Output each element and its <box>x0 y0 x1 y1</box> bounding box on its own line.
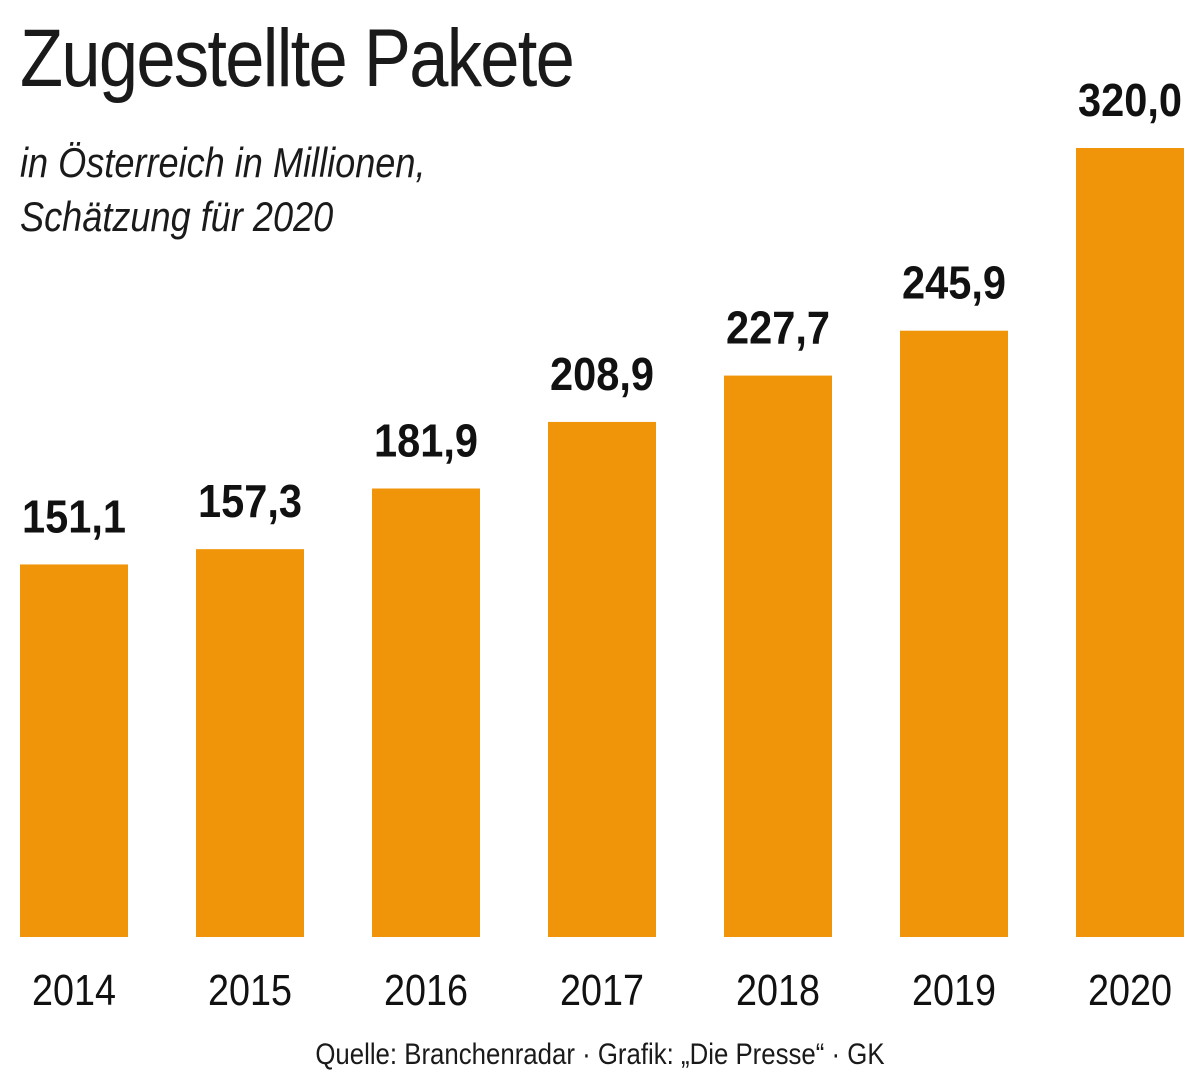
value-label-2020: 320,0 <box>1078 74 1182 126</box>
chart-title: Zugestellte Pakete <box>20 13 575 104</box>
bar-2016 <box>372 488 480 937</box>
bar-2017 <box>548 421 656 938</box>
value-label-2016: 181,9 <box>374 415 478 467</box>
bar-2014 <box>20 564 128 937</box>
bar-2020 <box>1076 148 1184 937</box>
category-label-2014: 2014 <box>32 966 116 1015</box>
value-label-2018: 227,7 <box>726 302 830 354</box>
bar-2019 <box>900 330 1008 937</box>
category-label-2020: 2020 <box>1088 966 1172 1015</box>
category-label-2016: 2016 <box>384 966 468 1015</box>
source-note: Quelle: Branchenradar · Grafik: „Die Pre… <box>0 1038 1200 1072</box>
category-label-2019: 2019 <box>912 966 996 1015</box>
value-label-2019: 245,9 <box>902 257 1006 309</box>
chart-subtitle-line-1: in Österreich in Millionen, <box>20 139 426 186</box>
category-label-2017: 2017 <box>560 966 644 1015</box>
bar-2018 <box>724 375 832 938</box>
chart-subtitle-line-2: Schätzung für 2020 <box>20 193 334 240</box>
category-label-2018: 2018 <box>736 966 820 1015</box>
chart-subtitle: in Österreich in Millionen, Schätzung fü… <box>20 136 426 244</box>
bar-2015 <box>196 549 304 937</box>
value-label-2017: 208,9 <box>550 348 654 400</box>
category-label-2015: 2015 <box>208 966 292 1015</box>
value-label-2014: 151,1 <box>22 490 126 542</box>
value-label-2015: 157,3 <box>198 475 302 527</box>
source-text: Quelle: Branchenradar · Grafik: „Die Pre… <box>315 1038 885 1071</box>
